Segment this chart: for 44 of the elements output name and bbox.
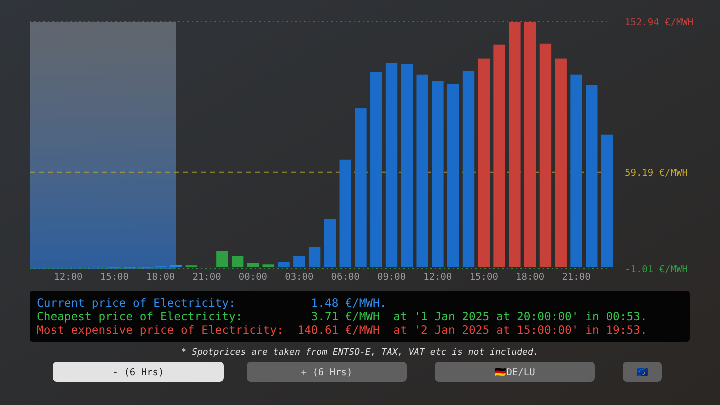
x-tick-label: 12:00 — [424, 272, 453, 283]
bar — [570, 74, 582, 268]
x-tick-label: 18:00 — [146, 272, 176, 283]
x-tick-label: 21:00 — [192, 272, 222, 283]
text: - (6 Hrs) — [112, 368, 164, 378]
y-tick-label: -1.01 €/MWH — [625, 264, 688, 276]
bar — [370, 72, 382, 268]
text: 🇩🇪DE/LU — [494, 366, 536, 378]
bar — [540, 44, 552, 268]
bar — [278, 262, 290, 268]
bar — [355, 108, 367, 268]
text: * Spotprices are taken from ENTSO-E, TAX, VAT etc is not included. — [181, 348, 539, 358]
x-tick-label: 15:00 — [100, 272, 130, 283]
x-tick-label: 12:00 — [54, 272, 84, 283]
text: + (6 Hrs) — [301, 368, 353, 378]
bar — [401, 64, 414, 268]
bar — [324, 219, 336, 268]
y-tick-label: 152.94 €/MWH — [625, 18, 694, 28]
bar — [462, 71, 475, 268]
bar — [601, 134, 614, 268]
x-tick-label: 18:00 — [516, 272, 545, 283]
x-tick-label: 09:00 — [377, 272, 406, 283]
bar — [294, 256, 306, 268]
text: Current price of Electricity: 1.48 €/MWH. — [37, 296, 387, 310]
text: Most expensive price of Electricity: 140.61 €/MWH at '2 Jan 2025 at 15:00:00' in 19:53. — [37, 323, 648, 337]
bar — [448, 84, 460, 268]
bar — [494, 44, 506, 268]
x-tick-label: 03:00 — [285, 272, 314, 283]
y-tick-label: 59.19 €/MWH — [625, 168, 688, 179]
x-tick-label: 21:00 — [562, 272, 592, 283]
bar — [432, 81, 444, 268]
bar — [386, 63, 398, 268]
x-tick-label: 00:00 — [238, 272, 268, 283]
bar — [478, 58, 490, 268]
bar — [308, 247, 321, 268]
bar — [170, 264, 182, 268]
bar — [340, 160, 352, 268]
bar — [586, 85, 598, 268]
x-tick-label: 15:00 — [470, 272, 499, 283]
bar — [555, 58, 567, 268]
text: Cheapest price of Electricity: 3.71 €/MWH at '1 Jan 2025 at 20:00:00' in 00:53. — [37, 310, 648, 324]
bar — [416, 74, 428, 268]
x-tick-label: 06:00 — [331, 272, 360, 283]
text: 🇪🇺 — [636, 366, 648, 378]
